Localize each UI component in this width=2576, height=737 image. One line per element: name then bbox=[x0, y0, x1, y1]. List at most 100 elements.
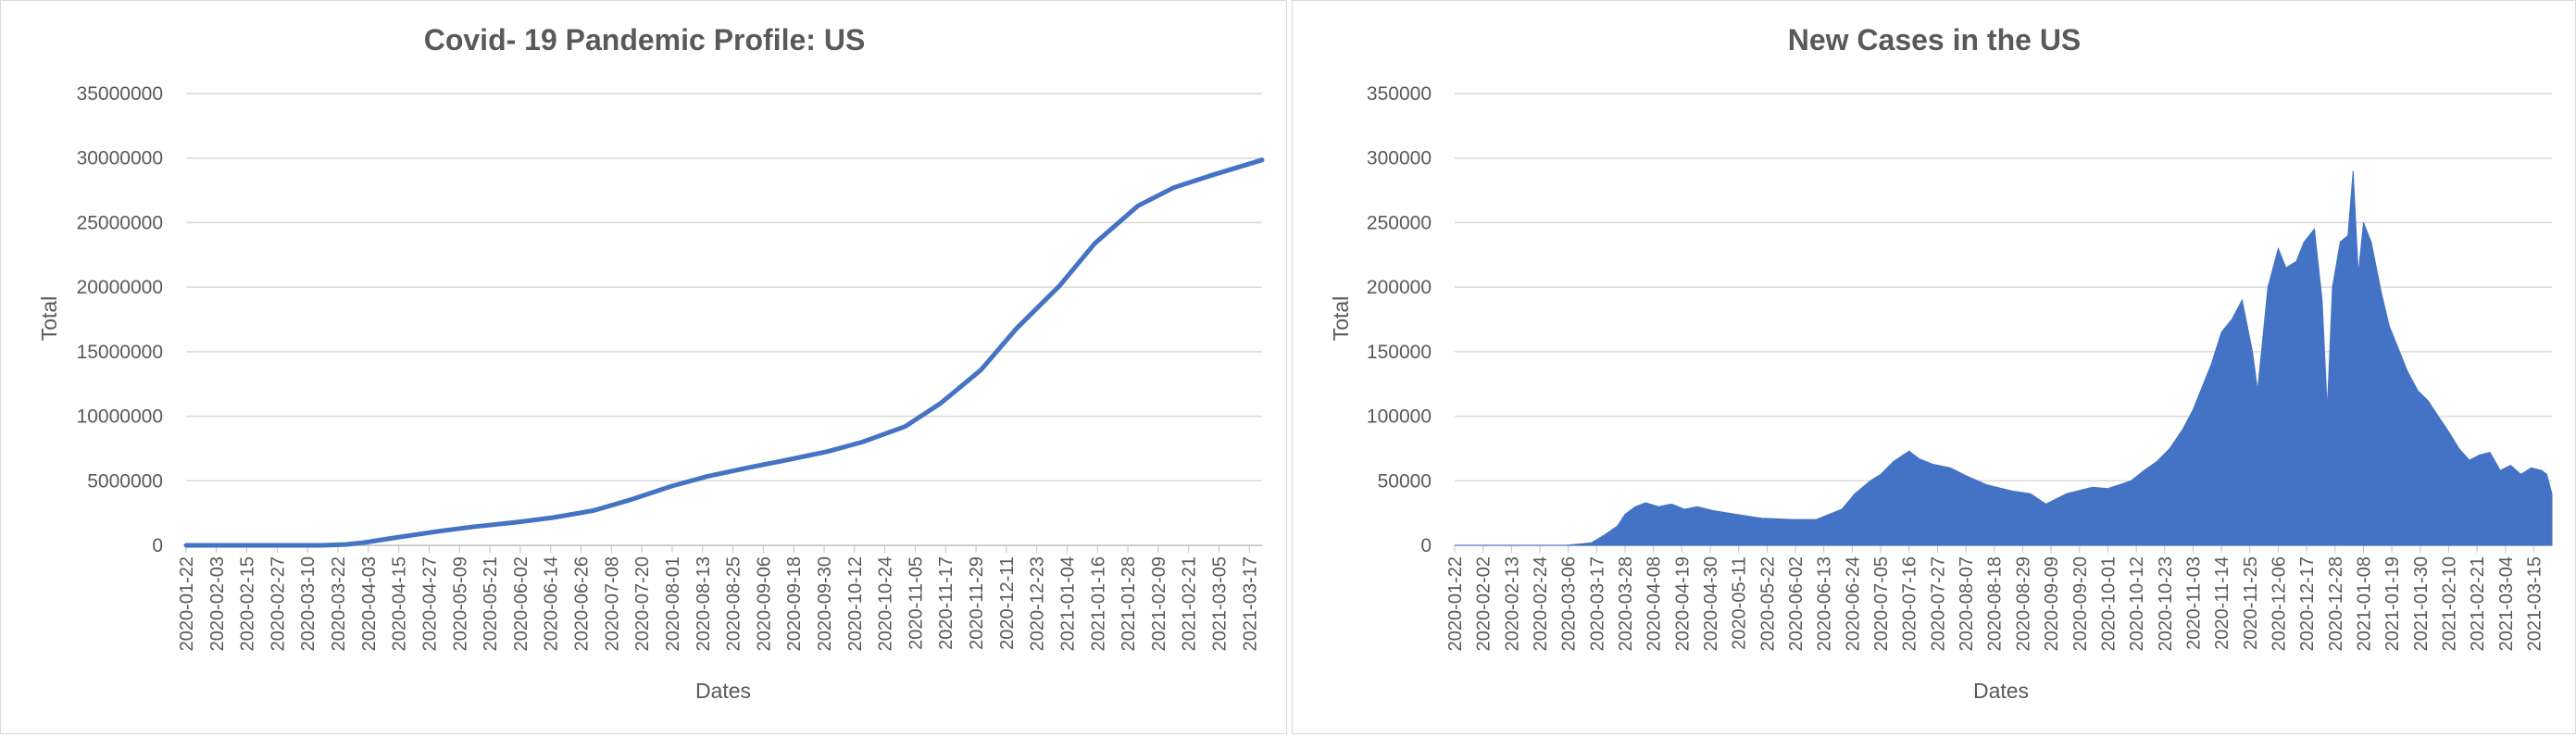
x-tick-label: 2020-03-17 bbox=[1587, 556, 1607, 651]
x-tick-label: 2020-04-08 bbox=[1644, 556, 1665, 651]
y-axis-ticks: 0 50000 100000 150000 200000 250000 300000 3500… bbox=[1367, 83, 1432, 556]
x-tick-label: 2020-10-24 bbox=[876, 556, 896, 651]
x-tick-label: 2020-12-06 bbox=[2269, 556, 2289, 651]
x-tick-label: 2020-10-23 bbox=[2156, 556, 2176, 651]
x-tick-label: 2020-06-13 bbox=[1815, 556, 1835, 651]
x-tick-label: 2020-09-30 bbox=[815, 556, 835, 651]
x-tick-label: 2020-12-17 bbox=[2297, 556, 2318, 651]
cumulative-cases-chart: Covid- 19 Pandemic Profile: US 0 5000000 1… bbox=[37, 23, 1265, 703]
x-tick-label: 2020-05-11 bbox=[1730, 556, 1750, 650]
x-tick-label: 2020-02-15 bbox=[238, 556, 258, 651]
x-tick-label: 2021-03-05 bbox=[1210, 556, 1231, 651]
y-tick-label: 200000 bbox=[1367, 277, 1432, 298]
y-tick-label: 10000000 bbox=[77, 406, 163, 428]
x-tick-label: 2020-03-10 bbox=[298, 556, 319, 651]
new-cases-chart: New Cases in the US 0 50000 100000 150000 20… bbox=[1329, 23, 2553, 703]
x-tick-label: 2020-07-05 bbox=[1871, 556, 1892, 651]
y-tick-label: 35000000 bbox=[77, 83, 163, 105]
x-tick-label: 2020-10-01 bbox=[2098, 556, 2119, 651]
y-axis-title: Total bbox=[1329, 296, 1353, 342]
x-tick-label: 2021-03-04 bbox=[2496, 556, 2517, 651]
y-tick-label: 0 bbox=[152, 535, 163, 556]
x-axis-ticks: 2020-01-22 2020-02-03 2020-02-15 2020-02-27… bbox=[177, 545, 1260, 651]
x-tick-label: 2020-10-12 bbox=[845, 556, 866, 651]
x-tick-label: 2021-03-15 bbox=[2524, 556, 2545, 651]
x-tick-label: 2020-10-12 bbox=[2127, 556, 2147, 651]
x-tick-label: 2020-11-17 bbox=[936, 556, 957, 650]
x-tick-label: 2021-02-21 bbox=[1180, 556, 1200, 651]
y-tick-label: 100000 bbox=[1367, 406, 1432, 428]
x-tick-label: 2020-05-09 bbox=[450, 556, 470, 651]
x-tick-label: 2020-07-08 bbox=[602, 556, 622, 651]
x-tick-label: 2020-02-27 bbox=[268, 556, 288, 651]
y-tick-label: 20000000 bbox=[77, 277, 163, 298]
x-tick-label: 2020-08-18 bbox=[1985, 556, 2006, 651]
new-cases-area bbox=[1455, 170, 2553, 546]
x-tick-label: 2020-07-20 bbox=[632, 556, 653, 651]
series-layer bbox=[1455, 170, 2553, 546]
chart-title: Covid- 19 Pandemic Profile: US bbox=[424, 23, 866, 56]
y-tick-label: 150000 bbox=[1367, 342, 1432, 363]
x-tick-label: 2020-08-29 bbox=[2013, 556, 2033, 651]
x-tick-label: 2020-11-14 bbox=[2212, 556, 2232, 650]
x-tick-label: 2020-11-03 bbox=[2183, 556, 2204, 650]
x-axis-title: Dates bbox=[695, 679, 751, 703]
x-tick-label: 2021-01-04 bbox=[1057, 556, 1078, 651]
x-tick-label: 2020-09-18 bbox=[784, 556, 805, 651]
x-tick-label: 2020-07-16 bbox=[1900, 556, 1920, 651]
gridlines bbox=[186, 93, 1262, 546]
chart-panel-cumulative: Covid- 19 Pandemic Profile: US 0 5000000 1… bbox=[0, 0, 1287, 734]
x-tick-label: 2020-04-15 bbox=[390, 556, 410, 651]
x-tick-label: 2021-02-21 bbox=[2468, 556, 2488, 651]
x-tick-label: 2020-09-09 bbox=[2042, 556, 2062, 651]
x-tick-label: 2021-01-19 bbox=[2382, 556, 2403, 651]
x-tick-label: 2020-08-25 bbox=[724, 556, 744, 651]
y-tick-label: 30000000 bbox=[77, 148, 163, 169]
x-tick-label: 2020-11-05 bbox=[906, 556, 926, 650]
x-tick-label: 2020-06-14 bbox=[542, 556, 562, 651]
x-tick-label: 2020-12-11 bbox=[997, 556, 1018, 650]
x-tick-label: 2020-12-28 bbox=[2326, 556, 2346, 651]
x-tick-label: 2020-09-06 bbox=[754, 556, 774, 651]
x-tick-label: 2020-01-22 bbox=[1445, 556, 1466, 651]
x-tick-label: 2020-06-26 bbox=[572, 556, 593, 651]
x-tick-label: 2020-01-22 bbox=[177, 556, 197, 651]
x-tick-label: 2020-06-02 bbox=[511, 556, 531, 651]
x-tick-label: 2020-08-01 bbox=[663, 556, 683, 651]
y-tick-label: 250000 bbox=[1367, 212, 1432, 233]
x-tick-label: 2020-02-03 bbox=[207, 556, 228, 651]
y-tick-label: 350000 bbox=[1367, 83, 1432, 105]
chart-title: New Cases in the US bbox=[1788, 23, 2082, 56]
y-axis-title: Total bbox=[37, 296, 61, 342]
x-tick-label: 2020-07-27 bbox=[1928, 556, 1948, 651]
y-axis-ticks: 0 5000000 10000000 15000000 20000000 25000000… bbox=[77, 83, 163, 556]
y-tick-label: 50000 bbox=[1378, 470, 1432, 492]
x-tick-label: 2020-02-02 bbox=[1474, 556, 1494, 651]
y-tick-label: 15000000 bbox=[77, 342, 163, 363]
x-tick-label: 2020-09-20 bbox=[2070, 556, 2091, 651]
x-axis-title: Dates bbox=[1973, 679, 2029, 703]
x-tick-label: 2020-06-02 bbox=[1786, 556, 1807, 651]
x-tick-label: 2020-11-29 bbox=[967, 556, 987, 650]
x-tick-label: 2020-04-19 bbox=[1672, 556, 1693, 651]
y-tick-label: 300000 bbox=[1367, 148, 1432, 169]
x-tick-label: 2020-02-13 bbox=[1502, 556, 1522, 651]
chart-panel-new-cases: New Cases in the US 0 50000 100000 150000 20… bbox=[1292, 0, 2576, 734]
y-tick-label: 25000000 bbox=[77, 212, 163, 233]
series-layer bbox=[183, 157, 1265, 548]
x-tick-label: 2020-05-21 bbox=[481, 556, 501, 651]
x-tick-label: 2020-03-22 bbox=[329, 556, 349, 651]
x-tick-label: 2021-03-17 bbox=[1240, 556, 1260, 651]
x-tick-label: 2021-02-10 bbox=[2439, 556, 2459, 651]
cumulative-cases-line bbox=[183, 157, 1265, 548]
x-tick-label: 2021-01-28 bbox=[1119, 556, 1139, 651]
x-tick-label: 2020-11-25 bbox=[2241, 556, 2261, 650]
x-tick-label: 2020-03-28 bbox=[1616, 556, 1636, 651]
x-tick-label: 2021-01-08 bbox=[2354, 556, 2374, 651]
x-tick-label: 2020-05-22 bbox=[1757, 556, 1778, 651]
x-tick-label: 2020-03-06 bbox=[1559, 556, 1580, 651]
x-tick-label: 2020-04-03 bbox=[359, 556, 380, 651]
x-tick-label: 2020-04-30 bbox=[1701, 556, 1721, 651]
x-tick-label: 2020-12-23 bbox=[1028, 556, 1048, 651]
x-tick-label: 2021-01-30 bbox=[2411, 556, 2432, 651]
